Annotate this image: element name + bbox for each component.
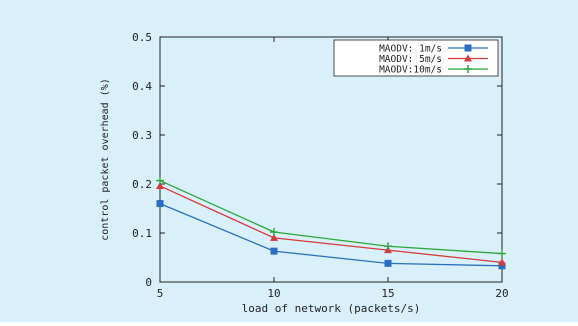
legend-label: MAODV:10m/s [379, 65, 442, 76]
plot-area-frame [159, 36, 503, 283]
x-tick-label: 20 [495, 287, 508, 300]
series-line [159, 179, 503, 255]
x-tick-label: 5 [157, 287, 164, 300]
legend-marker [464, 65, 472, 73]
data-point [384, 259, 392, 267]
y-tick-label: 0.3 [132, 129, 152, 142]
x-axis-label: load of network (packets/s) [242, 302, 421, 315]
data-point [156, 181, 164, 189]
x-tick-label: 10 [267, 287, 280, 300]
y-tick-label: 0.5 [132, 31, 152, 44]
data-point [270, 233, 278, 241]
data-point [156, 176, 164, 185]
legend-marker [464, 44, 472, 52]
series-1 [156, 200, 506, 270]
x-axis: 5 10 15 20 [157, 37, 509, 300]
y-axis-label: control packet overhead (%) [100, 78, 111, 241]
series-3 [156, 176, 506, 258]
y-tick-label: 0.2 [132, 178, 152, 191]
y-tick-label: 0.4 [132, 80, 152, 93]
legend-label: MAODV: 5m/s [379, 54, 442, 65]
y-axis: 0 0.1 0.2 0.3 0.4 0.5 [132, 31, 502, 289]
data-point [498, 249, 506, 258]
legend-marker [464, 54, 472, 62]
y-tick-label: 0.1 [132, 227, 152, 240]
series-line [159, 185, 503, 264]
data-point [270, 247, 278, 255]
data-point [156, 200, 164, 208]
legend-label: MAODV: 1m/s [379, 44, 442, 55]
y-tick-label: 0 [145, 276, 152, 289]
series-layer [156, 176, 506, 270]
data-point [384, 242, 392, 251]
data-point [270, 228, 278, 237]
data-point [498, 258, 506, 266]
series-line [159, 203, 503, 267]
x-tick-label: 15 [381, 287, 394, 300]
